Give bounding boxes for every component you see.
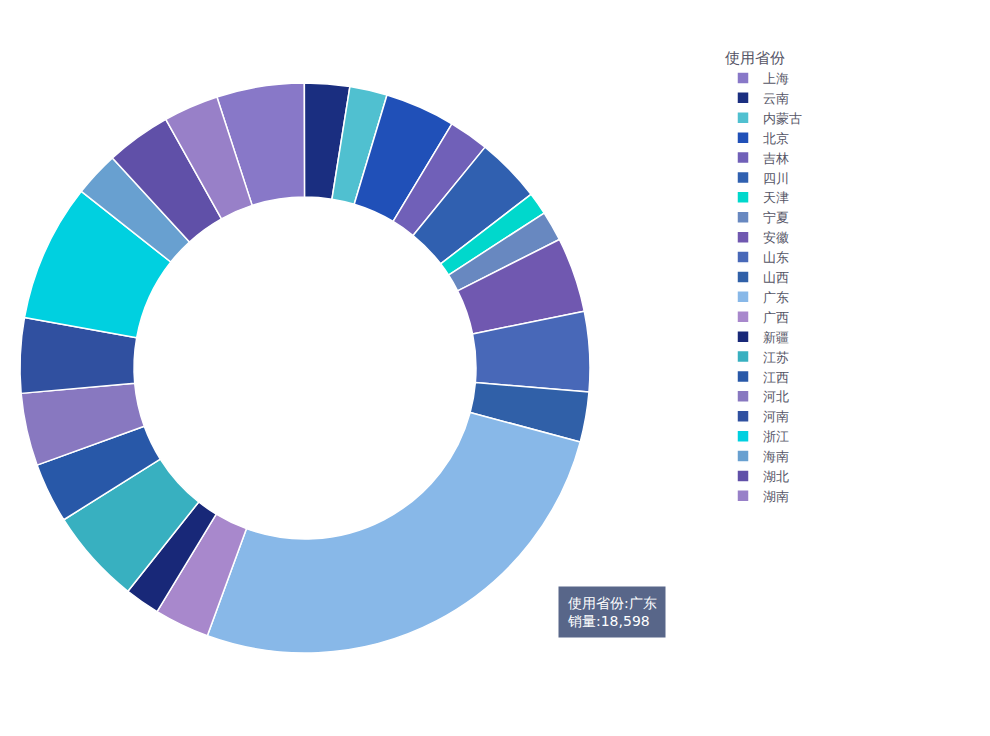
svg-text:河北: 河北 [763, 389, 789, 404]
svg-text:浙江: 浙江 [763, 429, 789, 444]
svg-text:内蒙古: 内蒙古 [763, 111, 802, 126]
svg-text:安徽: 安徽 [763, 230, 789, 245]
svg-text:新疆: 新疆 [763, 330, 789, 345]
svg-text:云南: 云南 [763, 91, 789, 106]
svg-text:使用省份:广东销量:18,598: 使用省份:广东销量:18,598 [567, 595, 657, 629]
svg-text:广东: 广东 [763, 290, 789, 305]
svg-text:山东: 山东 [763, 250, 789, 265]
svg-text:四川: 四川 [763, 171, 789, 186]
svg-text:北京: 北京 [763, 131, 789, 146]
svg-text:上海: 上海 [763, 71, 789, 86]
svg-text:湖南: 湖南 [763, 489, 789, 504]
svg-text:山西: 山西 [763, 270, 789, 285]
svg-text:湖北: 湖北 [763, 469, 789, 484]
svg-text:使用省份: 使用省份 [725, 49, 785, 67]
svg-text:宁夏: 宁夏 [763, 210, 789, 225]
svg-text:河南: 河南 [763, 409, 789, 424]
svg-text:海南: 海南 [763, 449, 789, 464]
svg-text:江苏: 江苏 [763, 350, 789, 365]
svg-text:天津: 天津 [763, 190, 789, 205]
svg-text:江西: 江西 [763, 370, 789, 385]
svg-text:吉林: 吉林 [763, 151, 789, 166]
svg-text:广西: 广西 [763, 310, 789, 325]
